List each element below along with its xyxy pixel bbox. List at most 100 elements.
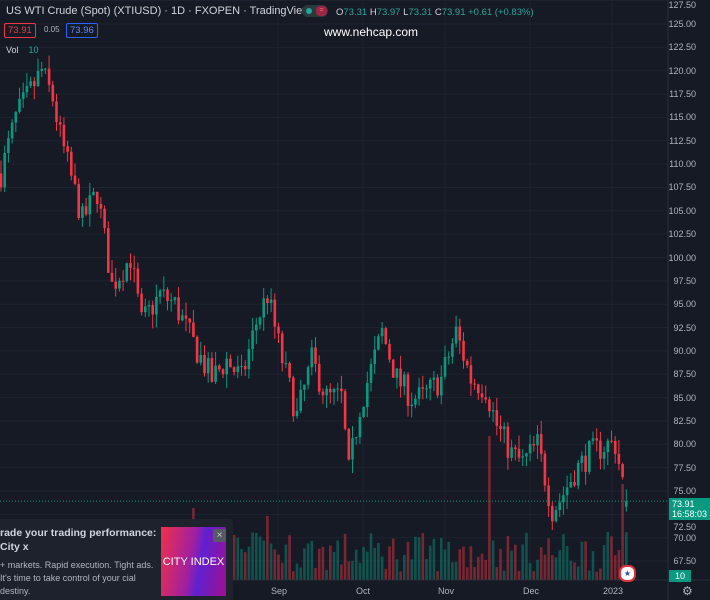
- settings-gear-icon[interactable]: ⚙: [682, 584, 693, 598]
- candle-body: [280, 333, 284, 364]
- candle-body: [84, 206, 88, 215]
- candle-body: [384, 328, 388, 345]
- volume-bar: [366, 551, 369, 580]
- volume-bar: [458, 549, 462, 580]
- candle-body: [251, 330, 254, 350]
- candle-body: [62, 124, 66, 147]
- candle-body: [613, 440, 617, 454]
- volume-bar: [280, 562, 284, 580]
- candle-body: [377, 336, 380, 350]
- candle-body: [369, 363, 373, 383]
- candle-body: [121, 280, 125, 282]
- candle-body: [66, 146, 69, 152]
- advertisement-panel[interactable]: rade your trading performance: City x + …: [0, 519, 233, 600]
- pause-icon: =: [316, 6, 327, 16]
- candle-body: [591, 438, 595, 441]
- candle-body: [432, 377, 436, 380]
- candle-body: [181, 315, 184, 321]
- candle-body: [236, 366, 240, 373]
- candle-body: [469, 365, 473, 384]
- volume-bar: [473, 566, 476, 580]
- time-label-nov: Nov: [438, 586, 455, 596]
- volume-bar: [421, 533, 425, 580]
- volume-bar: [462, 546, 465, 580]
- volume-bar: [236, 537, 240, 580]
- candle-body: [14, 111, 18, 123]
- candle-body: [440, 376, 443, 396]
- volume-bar: [491, 540, 495, 580]
- candle-body: [73, 175, 77, 184]
- candle-body: [210, 358, 214, 382]
- volume-bar: [314, 567, 317, 580]
- candle-body: [292, 377, 295, 417]
- candle-body: [277, 326, 280, 334]
- candle-body: [158, 290, 162, 297]
- candle-body: [232, 367, 236, 373]
- candle-body: [336, 388, 339, 390]
- candle-body: [36, 70, 40, 87]
- volume-bar: [621, 484, 624, 580]
- candle-body: [151, 305, 154, 315]
- candle-body: [214, 365, 217, 382]
- volume-bar: [465, 567, 469, 580]
- candle-body: [81, 206, 84, 218]
- candle-body: [525, 453, 528, 457]
- volume-bar: [277, 554, 280, 580]
- volume-bar: [336, 540, 339, 580]
- candle-body: [140, 293, 143, 313]
- candle-body: [110, 272, 114, 282]
- volume-bar: [310, 540, 314, 580]
- candle-body: [107, 228, 110, 273]
- volume-bar: [284, 544, 288, 580]
- volume-bar: [292, 571, 295, 580]
- candle-body: [184, 315, 188, 319]
- market-status-toggle[interactable]: =: [302, 5, 328, 17]
- candle-body: [595, 438, 598, 441]
- volume-bar: [580, 541, 584, 580]
- volume-bar: [599, 568, 602, 580]
- candle-body: [136, 268, 140, 294]
- last-price-tag: 73.91 16:58:03: [669, 498, 710, 520]
- volume-bar: [569, 560, 573, 580]
- candle-body: [258, 317, 262, 325]
- candle-body: [225, 358, 228, 375]
- candle-body: [218, 365, 221, 370]
- volume-bar: [380, 556, 384, 580]
- sell-button[interactable]: 73.91: [4, 23, 36, 38]
- volume-bar: [303, 548, 306, 580]
- candle-body: [599, 440, 602, 459]
- price-label: 122.50: [668, 42, 696, 53]
- volume-bar: [517, 570, 521, 580]
- volume-bar: [576, 566, 580, 580]
- candle-body: [528, 443, 532, 454]
- candle-body: [51, 84, 55, 102]
- candle-body: [10, 122, 14, 139]
- candle-body: [288, 363, 291, 378]
- candle-body: [255, 324, 258, 331]
- candle-body: [29, 81, 32, 86]
- price-label: 105.00: [668, 205, 696, 216]
- close-icon[interactable]: ×: [213, 529, 226, 542]
- candle-body: [602, 452, 606, 459]
- candle-body: [95, 191, 99, 204]
- volume-bar: [306, 543, 310, 580]
- candle-body: [306, 367, 310, 385]
- us-flag-event-icon[interactable]: ★: [619, 565, 636, 582]
- volume-bar: [477, 556, 480, 580]
- time-label-sep: Sep: [271, 586, 288, 596]
- candle-body: [417, 387, 421, 399]
- volume-bar: [510, 550, 513, 580]
- candle-body: [243, 365, 247, 370]
- candle-body: [354, 437, 358, 439]
- candle-body: [399, 368, 402, 387]
- buy-button[interactable]: 73.96: [66, 23, 98, 38]
- symbol-title[interactable]: US WTI Crude (Spot) (XTIUSD) · 1D · FXOP…: [6, 5, 311, 17]
- volume-bar: [617, 549, 621, 580]
- candle-body: [462, 340, 465, 361]
- candle-body: [506, 426, 510, 458]
- candle-body: [477, 384, 480, 394]
- candle-body: [454, 326, 458, 344]
- candle-body: [562, 495, 565, 503]
- price-label: 120.00: [668, 65, 696, 76]
